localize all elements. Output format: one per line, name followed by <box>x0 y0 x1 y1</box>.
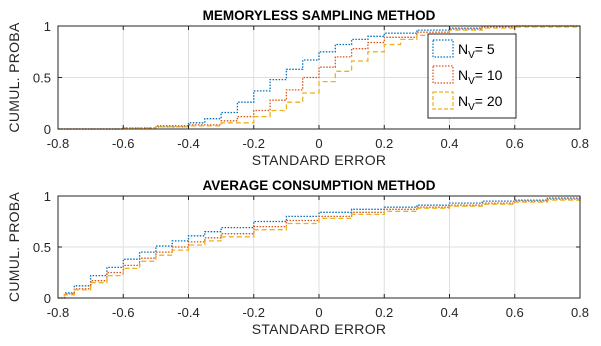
x-tick-label: -0.4 <box>177 136 199 151</box>
chart-1: -0.8 -0.6 -0.4 -0.2 0 0.2 0.4 0.6 0.8 0 0.5 1 MEMORY… <box>6 8 589 168</box>
x-tick-label: 0.8 <box>571 305 589 320</box>
x-tick-label: 0.8 <box>571 136 589 151</box>
x-tick-label: 0.4 <box>440 136 458 151</box>
y-tick-label: 1 <box>44 189 51 204</box>
y-tick-label: 0.5 <box>33 240 51 255</box>
legend-swatch <box>432 65 454 84</box>
series-line-3 <box>58 198 581 299</box>
x-tick-label: 0 <box>315 305 322 320</box>
legend-entry: NV= 20 <box>458 93 503 113</box>
series-line-2 <box>58 25 580 130</box>
series-line-1 <box>58 196 581 299</box>
legend-swatch <box>432 39 454 58</box>
x-tick-label: -0.8 <box>47 136 69 151</box>
x-tick-label: 0.6 <box>506 136 524 151</box>
series-line-3 <box>58 26 581 130</box>
x-tick-label: -0.6 <box>112 136 134 151</box>
x-tick-label: 0.4 <box>440 305 458 320</box>
y-axis-label: CUMUL. PROBA <box>6 22 22 133</box>
x-tick-label: -0.2 <box>243 305 265 320</box>
x-tick-label: -0.4 <box>177 305 199 320</box>
x-tick-label: -0.6 <box>112 305 134 320</box>
legend-entry: NV= 10 <box>458 67 503 87</box>
y-tick-label: 0.5 <box>33 71 51 86</box>
series-line-1 <box>58 25 580 130</box>
y-axis-label: CUMUL. PROBA <box>6 192 22 303</box>
x-tick-label: 0.2 <box>375 136 393 151</box>
x-axis-label: STANDARD ERROR <box>252 152 387 168</box>
x-tick-label: 0.6 <box>506 305 524 320</box>
chart-2: -0.8 -0.6 -0.4 -0.2 0 0.2 0.4 0.6 0.8 0 0.5 1 AVERAG… <box>6 178 589 337</box>
x-tick-label: -0.2 <box>243 136 265 151</box>
x-tick-label: -0.8 <box>47 305 69 320</box>
x-tick-label: 0 <box>315 136 322 151</box>
legend-box <box>427 33 517 119</box>
x-axis-label: STANDARD ERROR <box>252 321 387 337</box>
legend-entry: NV= 5 <box>458 41 495 61</box>
legend-swatch <box>432 91 454 110</box>
x-tick-label: 0.2 <box>375 305 393 320</box>
chart-title: MEMORYLESS SAMPLING METHOD <box>203 8 436 23</box>
legend: NV= 5 NV= 10 NV= 20 <box>427 33 517 119</box>
y-tick-label: 0 <box>44 122 51 137</box>
y-tick-label: 1 <box>44 19 51 34</box>
y-tick-label: 0 <box>44 291 51 306</box>
chart-title: AVERAGE CONSUMPTION METHOD <box>202 178 435 193</box>
